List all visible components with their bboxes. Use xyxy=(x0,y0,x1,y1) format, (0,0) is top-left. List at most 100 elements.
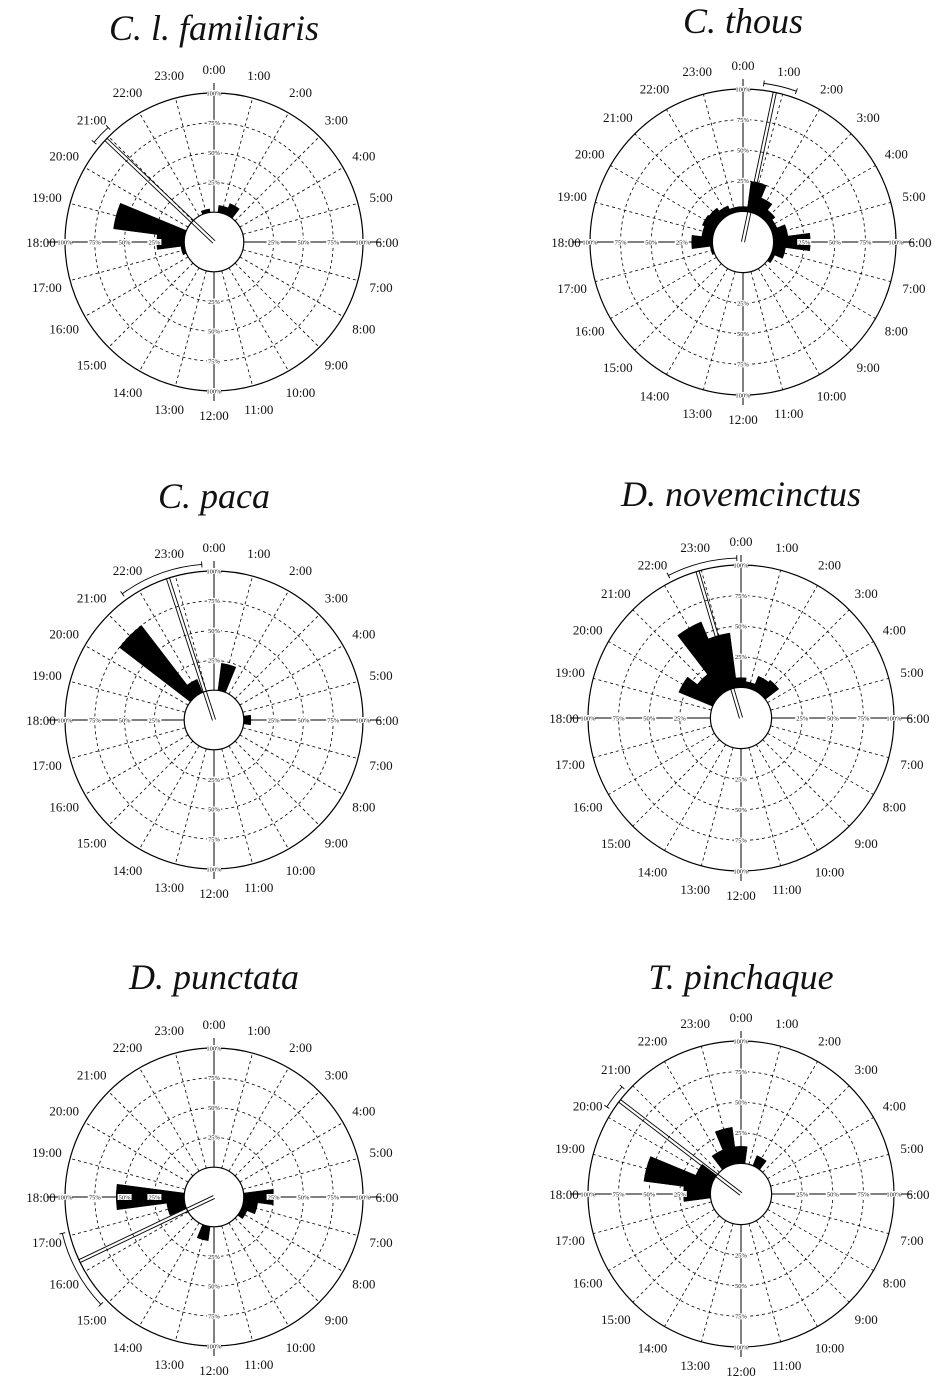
hour-label: 15:00 xyxy=(601,1312,631,1327)
hour-label: 15:00 xyxy=(603,360,633,375)
ring-label-bg xyxy=(207,1253,221,1260)
grid-spoke xyxy=(767,641,874,704)
ring-label-bg xyxy=(207,1074,221,1081)
ring-label: 25% xyxy=(796,1191,809,1198)
hour-label: 18:00 xyxy=(26,713,56,728)
grid-spoke xyxy=(84,734,189,795)
bar-0:00 xyxy=(735,677,747,688)
ring-label: 100% xyxy=(206,90,222,97)
hour-label: 3:00 xyxy=(855,586,878,601)
ring-label-bg xyxy=(734,1252,748,1259)
hour-label: 4:00 xyxy=(352,1104,375,1119)
ring-label-bg xyxy=(795,1191,810,1197)
hour-label: 23:00 xyxy=(682,64,712,79)
hour-label: 9:00 xyxy=(325,357,348,372)
ring-label: 75% xyxy=(615,239,628,246)
ring-label-bg xyxy=(207,866,221,872)
hour-label: 22:00 xyxy=(113,1040,143,1055)
hour-label: 12:00 xyxy=(726,1364,756,1379)
ring-label-bg xyxy=(736,177,750,184)
grid-spoke xyxy=(175,1052,207,1169)
hour-label: 3:00 xyxy=(325,1068,348,1083)
hour-label: 9:00 xyxy=(857,360,880,375)
chart-title: C. l. familiaris xyxy=(109,8,319,48)
rose-chart-3: C. paca 0:00 1:00 2:00 3:00 4:00 5:00 6:00 7:00 8… xyxy=(26,476,398,901)
grid-spoke xyxy=(762,1085,850,1173)
ring-label: 50% xyxy=(119,239,132,246)
hour-label: 15:00 xyxy=(77,357,107,372)
ring-label-bg xyxy=(736,86,750,92)
ring-label: 100% xyxy=(733,1038,749,1045)
grid-spoke xyxy=(108,262,194,348)
rose-chart-4: D. novemcinctus 0:00 1:00 2:00 3:00 4:00 5:00 6… xyxy=(549,474,929,903)
grid-spoke xyxy=(108,740,194,826)
grid-spoke xyxy=(593,725,712,758)
ring-label: 25% xyxy=(735,1253,748,1260)
hour-label: 5:00 xyxy=(370,190,393,205)
ring-label: 100% xyxy=(355,717,371,724)
grid-spoke xyxy=(84,1122,189,1183)
hour-label: 13:00 xyxy=(680,1358,710,1373)
ring-label: 50% xyxy=(208,1105,221,1112)
hour-label: 19:00 xyxy=(557,189,587,204)
grid-spoke xyxy=(69,249,186,281)
hour-label: 10:00 xyxy=(286,863,316,878)
rose-chart-5: D. punctata 0:00 1:00 2:00 3:00 4:00 5:00 6:00 7… xyxy=(26,957,398,1378)
grid-spoke xyxy=(755,585,818,692)
grid-spoke xyxy=(666,109,729,216)
hour-label: 11:00 xyxy=(244,1357,273,1372)
inner-circle xyxy=(183,689,245,751)
hour-label: 12:00 xyxy=(199,408,229,423)
ring-label: 75% xyxy=(613,715,626,722)
grid-spoke xyxy=(108,1091,194,1177)
ring-label-bg xyxy=(887,715,901,721)
grid-spoke xyxy=(234,1217,320,1303)
hour-label: 16:00 xyxy=(575,324,605,339)
ring-label: 100% xyxy=(888,239,904,246)
grid-spoke xyxy=(84,256,189,317)
grid-spoke xyxy=(755,1220,818,1327)
grid-spoke xyxy=(239,167,344,228)
hour-label: 16:00 xyxy=(573,1276,603,1291)
grid-spoke xyxy=(610,165,717,228)
confidence-tick xyxy=(794,88,798,95)
grid-spoke xyxy=(769,256,876,319)
hour-label: 6:00 xyxy=(908,235,931,250)
ring-label-bg xyxy=(58,717,72,723)
ring-label-bg xyxy=(296,1194,311,1200)
ring-label: 25% xyxy=(208,658,221,665)
ring-label-bg xyxy=(581,1191,595,1197)
grid-spoke xyxy=(84,645,189,706)
hour-label: 22:00 xyxy=(640,82,670,97)
hour-label: 17:00 xyxy=(32,1235,62,1250)
grid-spoke xyxy=(221,1225,253,1342)
hour-label: 14:00 xyxy=(640,388,670,403)
ring-label: 50% xyxy=(297,239,310,246)
hour-label: 10:00 xyxy=(815,1340,845,1355)
confidence-arc xyxy=(122,564,202,595)
grid-spoke xyxy=(701,1223,734,1342)
grid-spoke xyxy=(139,745,200,850)
hour-label: 12:00 xyxy=(199,886,229,901)
ring-label-bg xyxy=(58,1194,72,1200)
ring-label-bg xyxy=(207,1313,221,1320)
ring-label-bg xyxy=(207,1104,221,1111)
grid-spoke xyxy=(242,727,359,759)
grid-spoke xyxy=(139,1067,200,1172)
ring-label-bg xyxy=(674,239,689,245)
ring-label-bg xyxy=(207,627,221,634)
hour-label: 7:00 xyxy=(370,758,393,773)
ring-label-bg xyxy=(207,179,221,186)
grid-spoke xyxy=(139,112,200,217)
hour-label: 7:00 xyxy=(370,1235,393,1250)
ring-label: 50% xyxy=(829,239,842,246)
mean-vector xyxy=(695,571,740,719)
grid-spoke xyxy=(239,1211,344,1272)
hour-label: 20:00 xyxy=(49,1104,79,1119)
ring-label: 25% xyxy=(148,717,161,724)
ring-label: 50% xyxy=(208,807,221,814)
grid-spoke xyxy=(239,645,344,706)
confidence-tick xyxy=(105,124,111,130)
ring-label-bg xyxy=(356,1194,370,1200)
ring-label-bg xyxy=(734,806,748,813)
